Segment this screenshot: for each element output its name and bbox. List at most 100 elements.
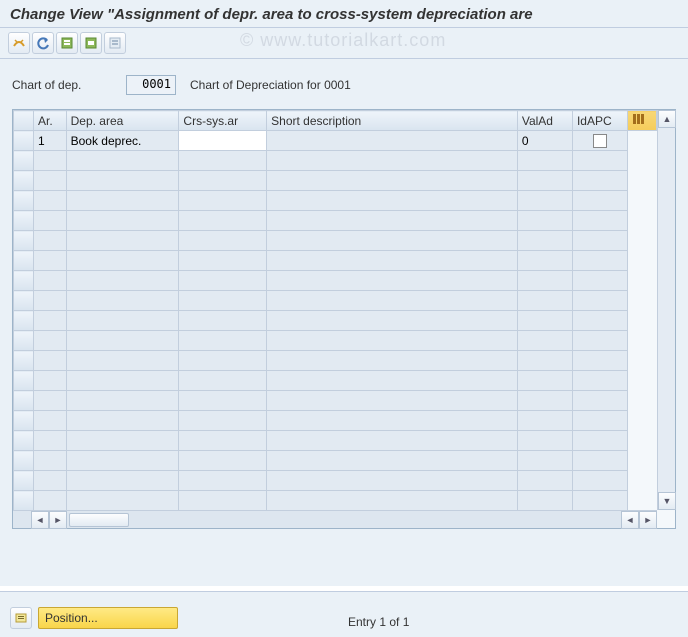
row-selector[interactable] [14, 311, 34, 331]
cell-ar[interactable]: 1 [34, 131, 67, 151]
cell-crs_sys[interactable] [179, 171, 267, 191]
table-row[interactable] [14, 491, 657, 511]
cell-idapc[interactable] [572, 291, 627, 311]
cell-short_desc[interactable] [267, 251, 518, 271]
cell-dep_area[interactable] [66, 291, 179, 311]
row-selector[interactable] [14, 291, 34, 311]
cell-crs_sys[interactable] [179, 151, 267, 171]
cell-ar[interactable] [34, 351, 67, 371]
scroll-left-icon[interactable]: ◄ [31, 511, 49, 529]
cell-dep_area[interactable] [66, 391, 179, 411]
cell-valad[interactable] [517, 311, 572, 331]
cell-crs_sys[interactable] [179, 451, 267, 471]
cell-ar[interactable] [34, 311, 67, 331]
cell-ar[interactable] [34, 171, 67, 191]
position-button[interactable]: Position... [38, 607, 178, 629]
cell-ar[interactable] [34, 291, 67, 311]
table-row[interactable] [14, 391, 657, 411]
cell-crs_sys[interactable] [179, 391, 267, 411]
cell-short_desc[interactable] [267, 131, 518, 151]
cell-idapc[interactable] [572, 411, 627, 431]
cell-ar[interactable] [34, 491, 67, 511]
cell-idapc[interactable] [572, 371, 627, 391]
cell-idapc[interactable] [572, 351, 627, 371]
table-row[interactable] [14, 211, 657, 231]
cell-valad[interactable] [517, 291, 572, 311]
col-valad[interactable]: ValAd [517, 111, 572, 131]
cell-dep_area[interactable] [66, 371, 179, 391]
cell-idapc[interactable] [572, 211, 627, 231]
cell-ar[interactable] [34, 231, 67, 251]
cell-dep_area[interactable] [66, 151, 179, 171]
col-dep-area[interactable]: Dep. area [66, 111, 179, 131]
cell-dep_area[interactable] [66, 451, 179, 471]
cell-idapc[interactable] [572, 251, 627, 271]
cell-ar[interactable] [34, 451, 67, 471]
cell-ar[interactable] [34, 251, 67, 271]
table-row[interactable] [14, 251, 657, 271]
cell-short_desc[interactable] [267, 151, 518, 171]
col-idapc[interactable]: IdAPC [572, 111, 627, 131]
col-ar[interactable]: Ar. [34, 111, 67, 131]
idapc-checkbox[interactable] [593, 134, 607, 148]
cell-dep_area[interactable] [66, 491, 179, 511]
cell-crs_sys[interactable] [179, 251, 267, 271]
scroll-thumb-h[interactable] [69, 513, 129, 527]
cell-short_desc[interactable] [267, 211, 518, 231]
cell-valad[interactable] [517, 231, 572, 251]
table-row[interactable] [14, 291, 657, 311]
row-selector[interactable] [14, 431, 34, 451]
cell-idapc[interactable] [572, 491, 627, 511]
row-selector[interactable] [14, 231, 34, 251]
cell-ar[interactable] [34, 211, 67, 231]
scroll-right-inner-icon[interactable]: ► [49, 511, 67, 529]
cell-valad[interactable] [517, 271, 572, 291]
cell-short_desc[interactable] [267, 491, 518, 511]
table-row[interactable] [14, 431, 657, 451]
cell-valad[interactable] [517, 151, 572, 171]
cell-valad[interactable]: 0 [517, 131, 572, 151]
cell-short_desc[interactable] [267, 451, 518, 471]
column-config-icon[interactable] [628, 111, 657, 131]
cell-crs_sys[interactable] [179, 371, 267, 391]
table-row[interactable]: 1Book deprec.0 [14, 131, 657, 151]
cell-short_desc[interactable] [267, 431, 518, 451]
cell-valad[interactable] [517, 211, 572, 231]
cell-crs_sys[interactable] [179, 331, 267, 351]
cell-dep_area[interactable] [66, 211, 179, 231]
row-selector[interactable] [14, 251, 34, 271]
cell-dep_area[interactable] [66, 351, 179, 371]
cell-short_desc[interactable] [267, 291, 518, 311]
table-row[interactable] [14, 271, 657, 291]
row-selector[interactable] [14, 351, 34, 371]
cell-crs_sys[interactable] [179, 351, 267, 371]
cell-valad[interactable] [517, 431, 572, 451]
cell-short_desc[interactable] [267, 271, 518, 291]
cell-short_desc[interactable] [267, 411, 518, 431]
row-selector[interactable] [14, 391, 34, 411]
cell-crs_sys[interactable] [179, 491, 267, 511]
cell-idapc[interactable] [572, 431, 627, 451]
row-selector[interactable] [14, 131, 34, 151]
cell-crs_sys[interactable] [179, 211, 267, 231]
scroll-right-icon[interactable]: ► [639, 511, 657, 529]
table-row[interactable] [14, 471, 657, 491]
col-short-desc[interactable]: Short description [267, 111, 518, 131]
row-selector[interactable] [14, 171, 34, 191]
cell-crs_sys[interactable] [179, 311, 267, 331]
cell-valad[interactable] [517, 451, 572, 471]
cell-valad[interactable] [517, 351, 572, 371]
row-selector[interactable] [14, 211, 34, 231]
cell-dep_area[interactable] [66, 411, 179, 431]
cell-valad[interactable] [517, 471, 572, 491]
scroll-up-icon[interactable]: ▲ [658, 110, 676, 128]
row-selector[interactable] [14, 331, 34, 351]
row-selector[interactable] [14, 411, 34, 431]
cell-crs_sys[interactable] [179, 191, 267, 211]
horizontal-scrollbar[interactable]: ◄ ► ◄ ► [13, 510, 657, 528]
cell-ar[interactable] [34, 391, 67, 411]
cell-dep_area[interactable] [66, 251, 179, 271]
cell-crs_sys[interactable] [179, 431, 267, 451]
cell-valad[interactable] [517, 391, 572, 411]
cell-dep_area[interactable] [66, 311, 179, 331]
